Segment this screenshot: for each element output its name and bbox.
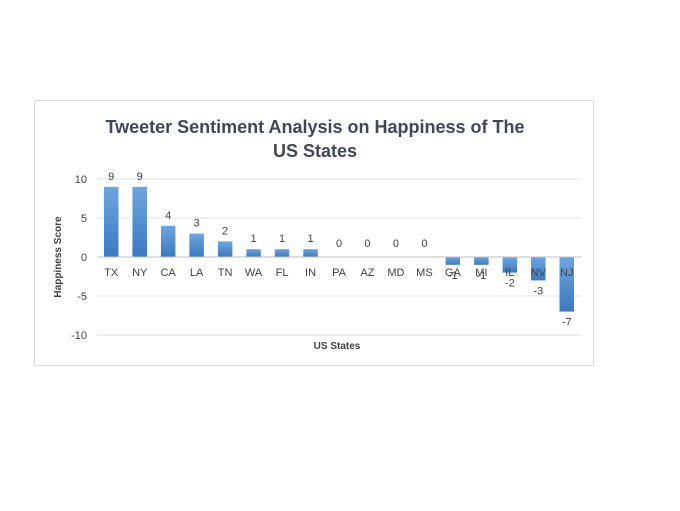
data-label-il: -2 bbox=[505, 278, 515, 290]
bar-nv bbox=[531, 257, 546, 281]
category-label-in: IN bbox=[305, 267, 316, 279]
bar-ny bbox=[132, 186, 147, 257]
category-label-md: MD bbox=[387, 267, 404, 279]
data-label-in: 1 bbox=[307, 233, 313, 245]
category-label-nj: NJ bbox=[560, 267, 573, 279]
category-label-ny: NY bbox=[132, 267, 148, 279]
bar-ga bbox=[445, 257, 461, 265]
category-label-wa: WA bbox=[245, 267, 263, 279]
category-label-il: IL bbox=[505, 267, 514, 279]
data-label-mi: -1 bbox=[476, 270, 486, 282]
data-label-la: 3 bbox=[194, 218, 200, 230]
bar-ca bbox=[160, 225, 176, 257]
data-label-nv: -3 bbox=[533, 285, 543, 297]
data-label-md: 0 bbox=[393, 238, 399, 250]
category-label-la: LA bbox=[190, 267, 204, 279]
bar-nj bbox=[559, 257, 575, 312]
y-axis-title: Happiness Score bbox=[53, 216, 64, 298]
data-label-ny: 9 bbox=[137, 171, 143, 183]
data-label-ga: -1 bbox=[448, 270, 458, 282]
chart-title: Tweeter Sentiment Analysis on Happiness … bbox=[105, 117, 525, 161]
y-tick-label: 0 bbox=[81, 252, 87, 264]
bar-il bbox=[502, 257, 518, 273]
category-label-ga: GA bbox=[445, 267, 462, 279]
chart-frame: Tweeter Sentiment Analysis on Happiness … bbox=[34, 100, 594, 366]
bar-tx bbox=[103, 186, 119, 257]
y-tick-label: -10 bbox=[71, 330, 87, 342]
category-label-ca: CA bbox=[161, 267, 177, 279]
category-label-tx: TX bbox=[104, 267, 119, 279]
y-axis-ticks: 10 5 0 -5 -10 bbox=[71, 174, 87, 342]
data-labels: 9 9 4 3 2 1 1 1 0 0 0 0 -1 -1 -2 -3 -7 bbox=[108, 171, 571, 329]
bar-fl bbox=[274, 249, 290, 257]
category-label-tn: TN bbox=[218, 267, 233, 279]
category-label-nv: NV bbox=[531, 267, 547, 279]
bars bbox=[103, 186, 575, 312]
bar-tn bbox=[217, 241, 233, 257]
category-label-pa: PA bbox=[332, 267, 347, 279]
category-label-az: AZ bbox=[360, 267, 374, 279]
data-label-tn: 2 bbox=[222, 225, 228, 237]
category-labels: TX NY CA LA TN WA FL IN PA AZ MD MS GA MI IL NV NJ bbox=[104, 267, 573, 279]
category-label-mi: MI bbox=[475, 267, 487, 279]
data-label-ms: 0 bbox=[421, 238, 427, 250]
category-label-ms: MS bbox=[416, 267, 433, 279]
data-label-wa: 1 bbox=[251, 233, 257, 245]
y-tick-label: 10 bbox=[75, 174, 87, 186]
y-tick-label: -5 bbox=[77, 291, 87, 303]
bar-in bbox=[303, 249, 318, 257]
data-label-pa: 0 bbox=[336, 238, 342, 250]
bar-mi bbox=[474, 257, 489, 265]
data-label-tx: 9 bbox=[108, 171, 114, 183]
data-label-fl: 1 bbox=[279, 233, 285, 245]
data-label-az: 0 bbox=[364, 238, 370, 250]
data-label-nj: -7 bbox=[562, 317, 572, 329]
category-label-fl: FL bbox=[276, 267, 289, 279]
data-label-ca: 4 bbox=[165, 210, 171, 222]
x-axis-title: US States bbox=[314, 341, 361, 352]
bar-la bbox=[189, 233, 204, 257]
y-tick-label: 5 bbox=[81, 213, 87, 225]
bar-wa bbox=[246, 249, 261, 257]
